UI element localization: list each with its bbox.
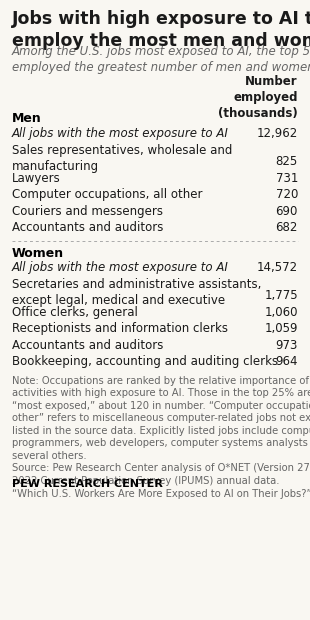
Text: Receptionists and information clerks: Receptionists and information clerks	[12, 322, 228, 335]
Text: Sales representatives, wholesale and
manufacturing: Sales representatives, wholesale and man…	[12, 144, 232, 173]
Text: 720: 720	[276, 188, 298, 201]
Text: Bookkeeping, accounting and auditing clerks: Bookkeeping, accounting and auditing cle…	[12, 355, 278, 368]
Text: 1,059: 1,059	[264, 322, 298, 335]
Text: Lawyers: Lawyers	[12, 172, 61, 185]
Text: Number
employed
(thousands): Number employed (thousands)	[218, 76, 298, 120]
Text: 825: 825	[276, 155, 298, 168]
Text: PEW RESEARCH CENTER: PEW RESEARCH CENTER	[12, 479, 163, 489]
Text: 682: 682	[276, 221, 298, 234]
Text: Women: Women	[12, 247, 64, 260]
Text: Couriers and messengers: Couriers and messengers	[12, 205, 163, 218]
Text: 14,572: 14,572	[257, 261, 298, 274]
Text: Office clerks, general: Office clerks, general	[12, 306, 138, 319]
Text: 1,775: 1,775	[264, 289, 298, 302]
Text: Men: Men	[12, 112, 42, 125]
Text: Computer occupations, all other: Computer occupations, all other	[12, 188, 202, 201]
Text: Secretaries and administrative assistants,
except legal, medical and executive: Secretaries and administrative assistant…	[12, 278, 261, 307]
Text: Jobs with high exposure to AI that
employ the most men and women: Jobs with high exposure to AI that emplo…	[12, 10, 310, 50]
Text: 731: 731	[276, 172, 298, 185]
Text: Note: Occupations are ranked by the relative importance of work
activities with : Note: Occupations are ranked by the rela…	[12, 376, 310, 498]
Text: 1,060: 1,060	[264, 306, 298, 319]
Text: All jobs with the most exposure to AI: All jobs with the most exposure to AI	[12, 127, 229, 140]
Text: Among the U.S. jobs most exposed to AI, the top 5 that
employed the greatest num: Among the U.S. jobs most exposed to AI, …	[12, 45, 310, 74]
Text: All jobs with the most exposure to AI: All jobs with the most exposure to AI	[12, 261, 229, 274]
Text: 690: 690	[276, 205, 298, 218]
Text: 964: 964	[276, 355, 298, 368]
Text: 973: 973	[276, 339, 298, 352]
Text: Accountants and auditors: Accountants and auditors	[12, 339, 163, 352]
Text: 12,962: 12,962	[257, 127, 298, 140]
Text: Accountants and auditors: Accountants and auditors	[12, 221, 163, 234]
